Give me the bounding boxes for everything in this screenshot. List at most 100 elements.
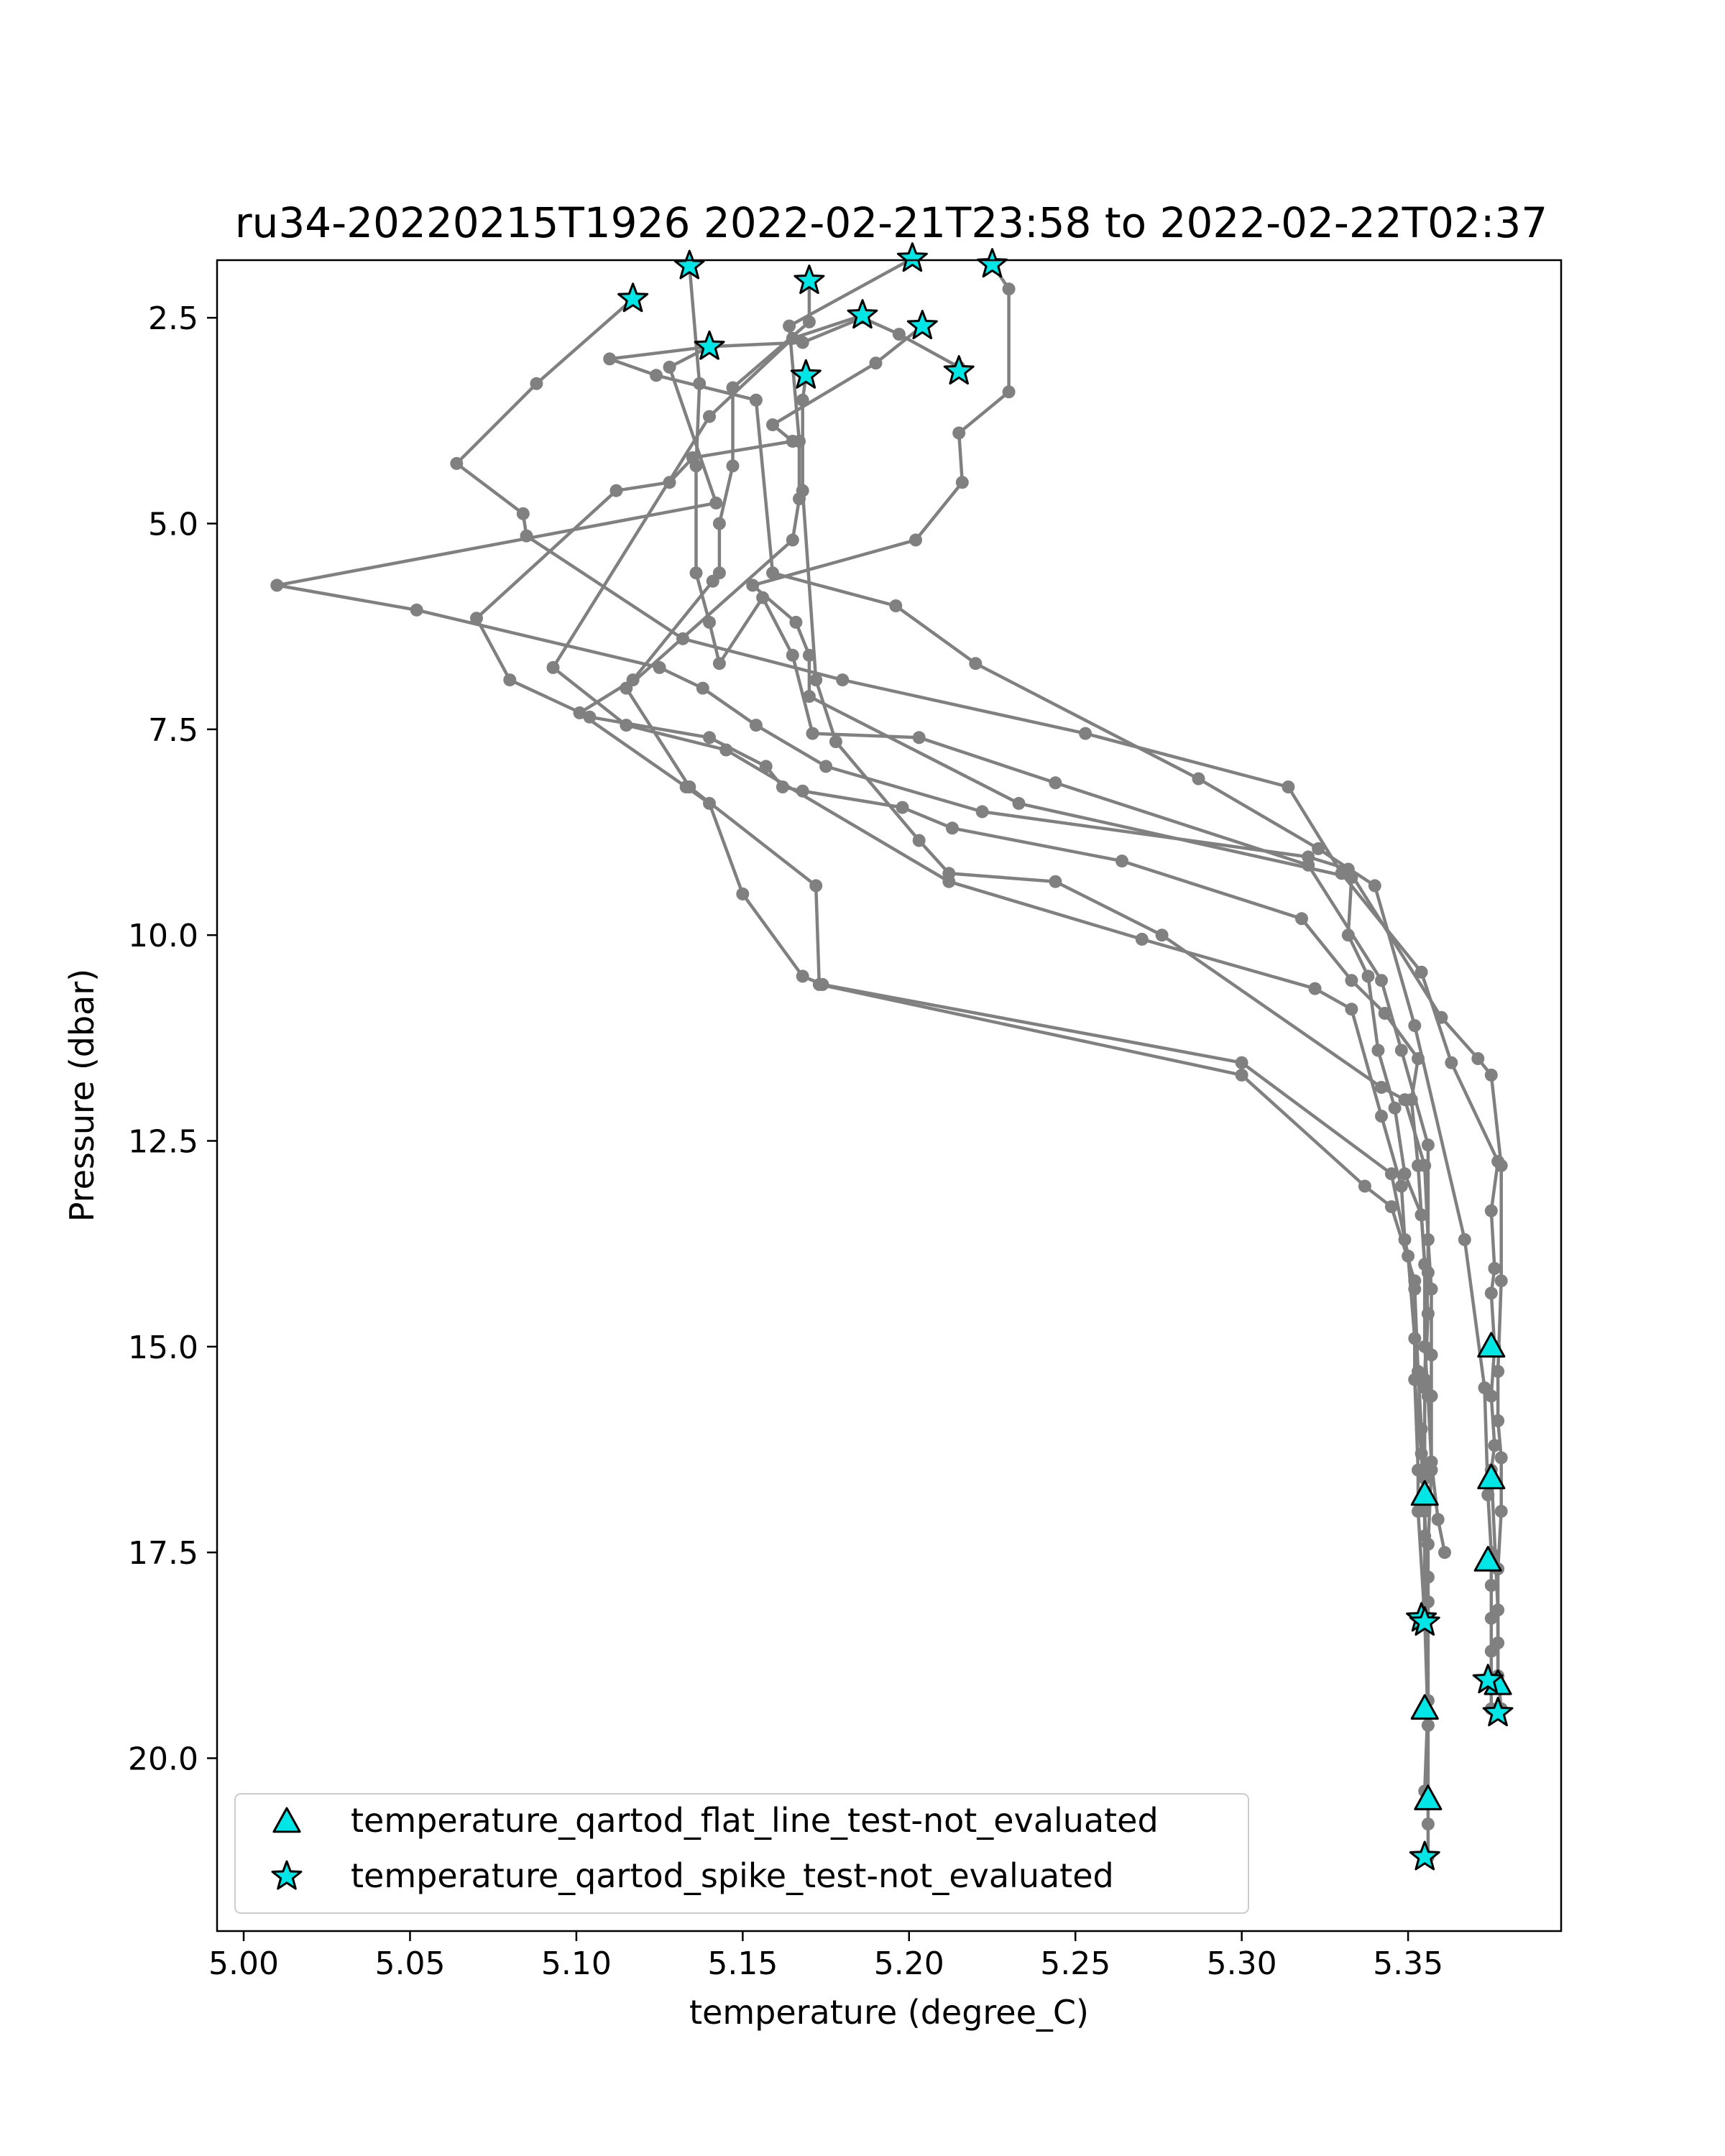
profile-point bbox=[1404, 1093, 1418, 1107]
profile-point bbox=[1412, 1158, 1425, 1172]
profile-point bbox=[783, 319, 796, 333]
x-tick-label: 5.00 bbox=[208, 1945, 279, 1982]
profile-point bbox=[1394, 1179, 1408, 1193]
profile-point bbox=[802, 315, 816, 328]
y-axis-title: Pressure (dbar) bbox=[63, 969, 101, 1222]
profile-point bbox=[812, 977, 826, 991]
y-tick-label: 17.5 bbox=[128, 1535, 198, 1572]
profile-point bbox=[1345, 974, 1358, 987]
profile-point bbox=[1494, 1451, 1508, 1465]
profile-point bbox=[703, 731, 716, 745]
profile-point bbox=[1398, 1167, 1412, 1181]
profile-point bbox=[796, 336, 809, 349]
profile-point bbox=[1384, 1200, 1398, 1214]
profile-point bbox=[889, 599, 903, 612]
profile-point bbox=[689, 566, 703, 580]
profile-point bbox=[1418, 1472, 1432, 1485]
profile-point bbox=[1484, 1068, 1498, 1082]
profile-point bbox=[1488, 1262, 1501, 1275]
profile-line bbox=[551, 313, 1430, 1859]
profile-point bbox=[1235, 1056, 1248, 1069]
profile-point bbox=[892, 328, 906, 341]
profile-point bbox=[1375, 1081, 1388, 1094]
profile-point bbox=[1431, 1513, 1445, 1526]
spike-flag-marker bbox=[1482, 1697, 1514, 1726]
profile-point bbox=[809, 673, 823, 687]
profile-point bbox=[952, 426, 966, 440]
profile-point bbox=[1418, 1529, 1432, 1543]
profile-point bbox=[1135, 932, 1149, 946]
profile-point bbox=[653, 660, 666, 674]
profile-point bbox=[789, 615, 803, 629]
profile-point bbox=[516, 507, 530, 520]
profile-point bbox=[1491, 1365, 1505, 1378]
profile-point bbox=[975, 805, 989, 819]
profile-point bbox=[1421, 1718, 1435, 1732]
legend-box bbox=[234, 1793, 1249, 1914]
y-tick-label: 20.0 bbox=[128, 1741, 198, 1777]
profile-point bbox=[1345, 1003, 1358, 1016]
profile-point bbox=[1116, 854, 1128, 868]
profile-point bbox=[610, 484, 623, 497]
profile-point bbox=[1302, 850, 1315, 864]
profile-point bbox=[806, 727, 819, 740]
profile-point bbox=[683, 780, 696, 793]
profile-point bbox=[1308, 982, 1322, 995]
profile-point bbox=[706, 574, 719, 588]
spike-flag-marker bbox=[794, 264, 825, 295]
legend-triangle-shape bbox=[272, 1807, 301, 1833]
profile-point bbox=[703, 410, 716, 423]
chart-title: ru34-20220215T1926 2022-02-21T23:58 to 2… bbox=[235, 198, 1547, 247]
profile-line bbox=[750, 262, 1447, 1554]
profile-point bbox=[1421, 1138, 1435, 1152]
y-tick-label: 7.5 bbox=[148, 712, 198, 749]
profile-point bbox=[1155, 929, 1169, 942]
profile-point bbox=[1421, 1818, 1435, 1831]
profile-point bbox=[945, 821, 959, 835]
profile-point bbox=[1049, 776, 1062, 790]
profile-point bbox=[955, 476, 969, 489]
profile-point bbox=[503, 673, 517, 687]
profile-point bbox=[1235, 1068, 1248, 1082]
profile-point bbox=[1491, 1636, 1505, 1650]
profile-point bbox=[1421, 1570, 1435, 1584]
profile-point bbox=[1282, 780, 1295, 793]
profile-point bbox=[270, 579, 284, 592]
profile-point bbox=[942, 875, 956, 888]
profile-point bbox=[786, 648, 799, 662]
profile-point bbox=[1414, 965, 1428, 979]
profile-point bbox=[1438, 1546, 1451, 1560]
profile-point bbox=[1491, 1414, 1505, 1427]
legend-label-spike: temperature_qartod_spike_test-not_evalua… bbox=[351, 1856, 1114, 1895]
legend-star-shape bbox=[271, 1860, 303, 1890]
profile-point bbox=[1484, 1286, 1498, 1300]
profile-point bbox=[712, 517, 726, 530]
profile-point bbox=[756, 591, 770, 604]
profile-point bbox=[869, 356, 883, 370]
profile-point bbox=[1494, 1158, 1508, 1172]
legend-triangle-marker bbox=[272, 1807, 301, 1833]
x-axis-title: temperature (degree_C) bbox=[689, 1993, 1089, 2032]
flat-line-flag-marker bbox=[1414, 1784, 1443, 1810]
profile-point bbox=[1484, 1579, 1498, 1592]
profile-7 bbox=[470, 319, 1435, 1395]
profile-point bbox=[686, 451, 699, 464]
profile-point bbox=[1488, 1439, 1501, 1452]
profile-point bbox=[1368, 879, 1381, 893]
legend-star-marker bbox=[271, 1860, 303, 1890]
spike-flag-markers bbox=[617, 242, 1514, 1871]
profile-point bbox=[1361, 969, 1375, 983]
y-tick-label: 12.5 bbox=[128, 1123, 198, 1160]
profile-point bbox=[1414, 1422, 1428, 1436]
profile-point bbox=[1312, 842, 1325, 855]
legend: temperature_qartod_flat_line_test-not_ev… bbox=[234, 1793, 1249, 1914]
profile-point bbox=[1418, 1258, 1432, 1271]
profile-point bbox=[1421, 1389, 1435, 1403]
profile-point bbox=[1375, 1110, 1388, 1123]
spike-flag-marker bbox=[673, 249, 705, 280]
profile-point bbox=[912, 834, 926, 847]
profile-point bbox=[410, 603, 423, 617]
profile-point bbox=[746, 579, 760, 592]
profile-point bbox=[1418, 1340, 1432, 1353]
profile-point bbox=[749, 393, 763, 407]
